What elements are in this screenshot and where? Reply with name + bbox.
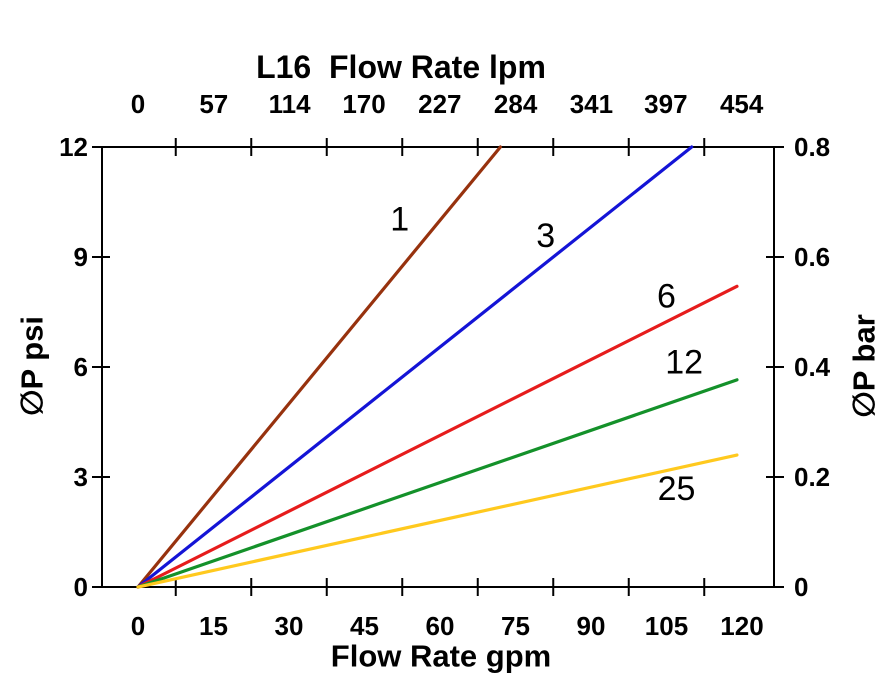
y-tick-label-bar: 0.2 [794, 462, 830, 492]
y-tick-label-bar: 0.4 [794, 352, 831, 382]
series-line-1 [136, 145, 502, 589]
series-line-25 [136, 453, 739, 589]
y-axis-label-left: ∅P psi [14, 315, 50, 417]
chart-title: L16 Flow Rate lpm [256, 49, 546, 85]
x-tick-label-gpm: 45 [350, 611, 379, 641]
series-line-12 [136, 378, 739, 589]
x-tick-label-lpm: 57 [199, 89, 228, 119]
y-tick-label-psi: 3 [74, 462, 88, 492]
series-label-12: 12 [665, 344, 703, 382]
y-tick-label-psi: 9 [74, 242, 88, 272]
x-tick-label-lpm: 341 [570, 89, 613, 119]
y-tick-label-psi: 0 [74, 572, 88, 602]
y-tick-label-bar: 0 [794, 572, 808, 602]
series-label-3: 3 [536, 217, 555, 255]
x-tick-label-gpm: 120 [720, 611, 763, 641]
x-tick-label-gpm: 75 [501, 611, 530, 641]
y-tick-label-psi: 6 [74, 352, 88, 382]
y-tick-label-bar: 0.8 [794, 132, 830, 162]
x-tick-label-lpm: 454 [720, 89, 764, 119]
x-tick-label-lpm: 397 [644, 89, 687, 119]
x-tick-label-lpm: 0 [131, 89, 145, 119]
x-tick-label-lpm: 114 [269, 89, 311, 119]
y-axis-label-right: ∅P bar [846, 314, 882, 418]
series-label-1: 1 [390, 201, 409, 239]
series-label-25: 25 [658, 470, 696, 508]
y-tick-label-psi: 12 [59, 132, 88, 162]
x-tick-label-lpm: 170 [342, 89, 385, 119]
series-line-3 [136, 145, 694, 589]
series-line-6 [136, 284, 739, 589]
x-tick-label-gpm: 90 [577, 611, 606, 641]
x-tick-label-lpm: 227 [418, 89, 461, 119]
series-label-6: 6 [657, 278, 676, 316]
x-tick-label-gpm: 0 [131, 611, 145, 641]
x-tick-label-gpm: 30 [275, 611, 304, 641]
x-tick-label-gpm: 60 [426, 611, 455, 641]
x-tick-label-lpm: 284 [494, 89, 538, 119]
x-tick-label-gpm: 105 [645, 611, 688, 641]
y-tick-label-bar: 0.6 [794, 242, 830, 272]
x-axis-label-bottom: Flow Rate gpm [330, 638, 552, 674]
x-tick-label-gpm: 15 [199, 611, 228, 641]
